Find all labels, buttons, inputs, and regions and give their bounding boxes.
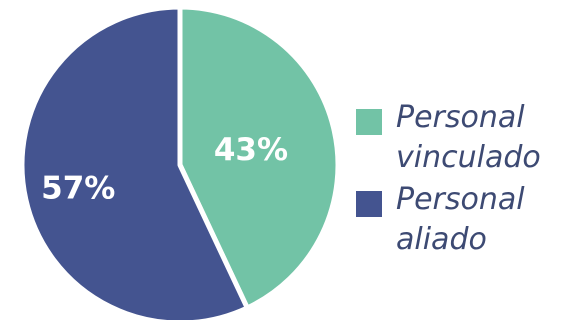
legend: Personal vinculado Personal aliado [356,98,561,262]
legend-label-personal-vinculado: Personal vinculado [396,100,541,175]
legend-swatch-personal-vinculado [356,109,382,135]
slice-value-label-personal-vinculado: 43% [214,132,288,168]
legend-swatch-personal-aliado [356,191,382,217]
legend-label-personal-aliado: Personal aliado [396,182,525,257]
slice-value-label-personal-aliado: 57% [41,171,115,207]
legend-item-personal-aliado: Personal aliado [356,180,561,260]
pie-slice-personal-aliado [19,4,250,320]
pie-slice-personal-vinculado [177,4,341,311]
legend-item-personal-vinculado: Personal vinculado [356,98,561,178]
